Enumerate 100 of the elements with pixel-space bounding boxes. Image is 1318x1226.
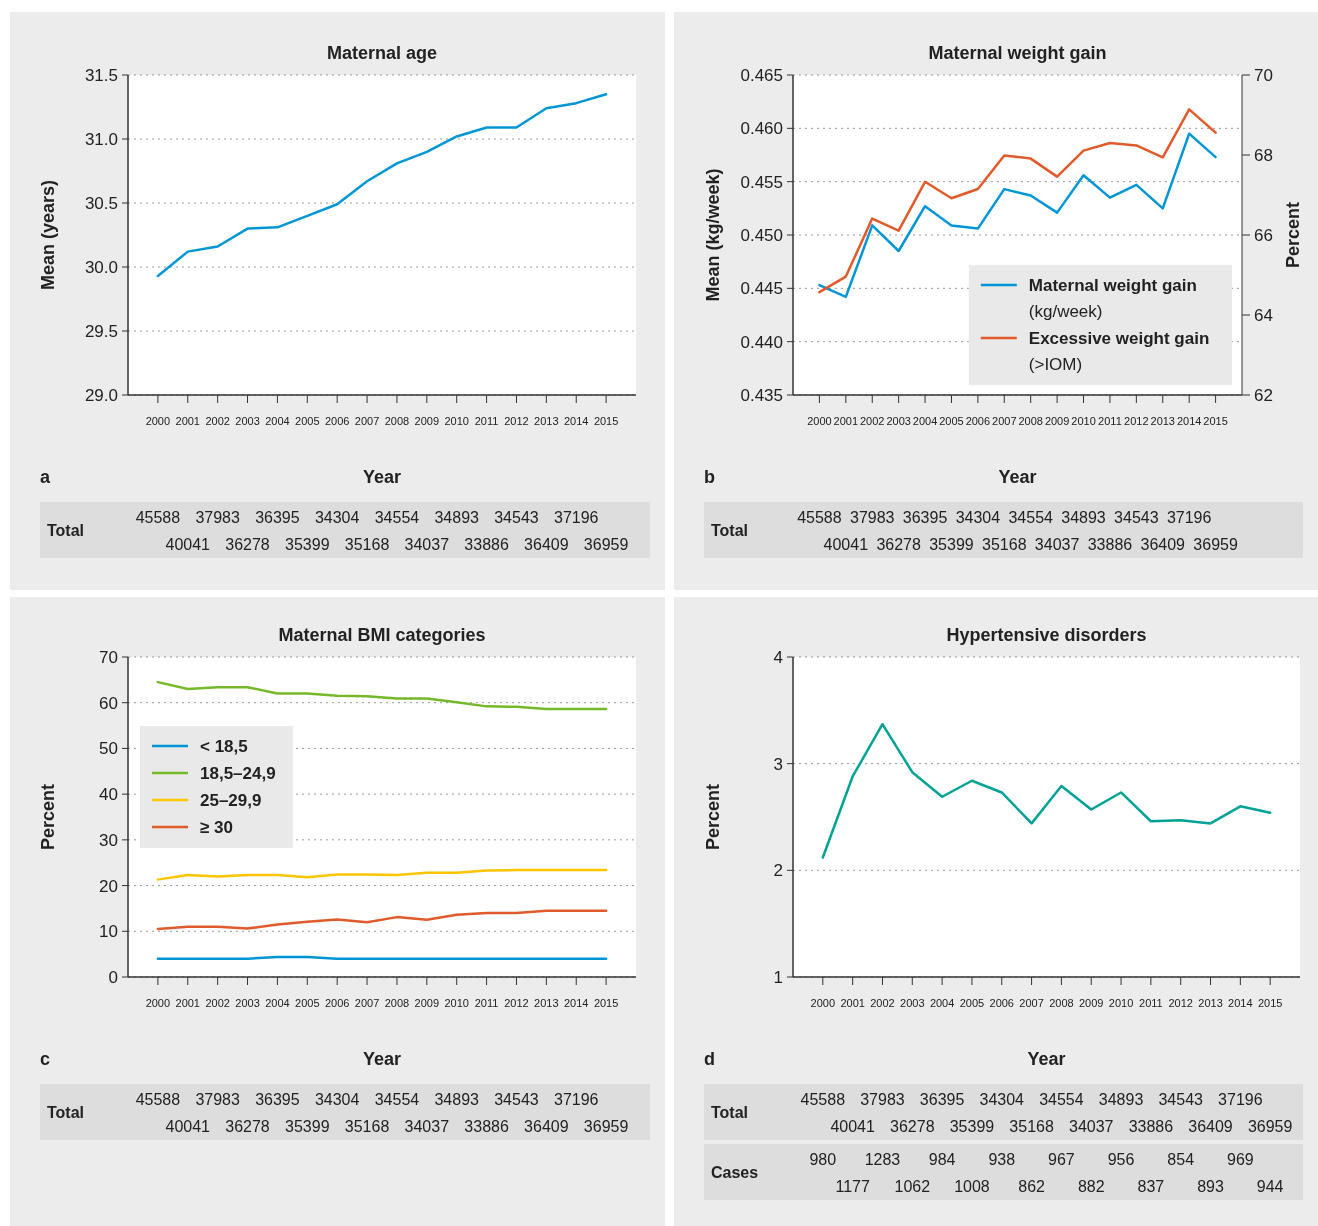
y-axis-title: Percent (703, 783, 723, 851)
x-tick-label: 2004 (265, 415, 290, 427)
chart-title: Hypertensive disorders (946, 625, 1147, 645)
y-tick-label: 3 (773, 754, 783, 774)
x-tick-label: 2000 (145, 415, 171, 427)
x-tick-label: 2006 (965, 415, 991, 427)
text: 34304 (955, 509, 1001, 526)
x-tick-label: 2013 (1150, 415, 1176, 427)
chart-title: Maternal BMI categories (278, 625, 486, 645)
text: 36278 (225, 1118, 270, 1135)
legend-label: Maternal weight gain (kg/week) (1028, 276, 1197, 321)
text: 967 (1048, 1151, 1075, 1168)
line-series (156, 909, 608, 931)
line-series (156, 92, 608, 278)
text: 854 (1167, 1151, 1195, 1168)
x-tick-label: 2012 (504, 997, 529, 1009)
text: 36395 (255, 509, 300, 526)
x-tick-label: 2002 (870, 997, 895, 1009)
y-tick-label: 20 (99, 876, 118, 896)
x-tick-label: 2006 (324, 997, 350, 1009)
y-tick-label: 70 (99, 648, 118, 667)
legend-label: Excessive weight gain (>IOM) (1028, 329, 1210, 374)
text: 34304 (979, 1091, 1025, 1108)
x-axis-title: Year (998, 467, 1037, 487)
y-axis-title: Percent (38, 783, 58, 851)
y-tick-label: 40 (99, 785, 118, 805)
x-tick-label: 2005 (939, 415, 964, 427)
text: 45588 (135, 1091, 181, 1108)
text: 40041 (830, 1118, 875, 1135)
x-tick-label: 2003 (886, 415, 911, 427)
x-tick-label: 2009 (414, 415, 440, 427)
x-tick-label: 2002 (859, 415, 885, 427)
text: 40041 (823, 536, 869, 553)
y-tick-label: 0.450 (740, 226, 783, 245)
line-series (821, 722, 1272, 859)
text: 34554 (1039, 1091, 1084, 1108)
text: Cases (711, 1164, 759, 1181)
x-tick-label: 2010 (444, 415, 469, 427)
y-tick-label: 31.5 (84, 66, 118, 85)
y-tick-label: 2 (773, 861, 783, 881)
text: 37983 (195, 509, 240, 526)
text: 34543 (494, 509, 539, 526)
text: Total (47, 522, 85, 539)
text: 45588 (800, 1091, 846, 1108)
text: 36409 (524, 536, 569, 553)
text: 33886 (464, 1118, 509, 1135)
y-tick-label: 10 (99, 922, 118, 942)
text: 35168 (1009, 1118, 1054, 1135)
x-tick-label: 2010 (1071, 415, 1096, 427)
x-tick-label: 2000 (810, 997, 836, 1009)
x-tick-label: 2001 (840, 997, 865, 1009)
line-series (156, 680, 608, 711)
text: 33886 (464, 536, 509, 553)
x-tick-label: 2014 (563, 415, 589, 427)
x-tick-label: 2000 (145, 997, 171, 1009)
y-tick-label: 1 (773, 968, 783, 987)
text: Total (47, 1104, 85, 1121)
text: 33886 (1128, 1118, 1174, 1135)
x-tick-label: 2008 (384, 997, 410, 1009)
y-tick-label: 0.445 (740, 279, 783, 299)
x-axis-title: Year (362, 1049, 402, 1069)
text: 36409 (1140, 536, 1186, 553)
text: 34037 (404, 536, 450, 553)
x-tick-label: 2004 (929, 997, 955, 1009)
x-tick-label: 2008 (384, 415, 410, 427)
x-tick-label: 2005 (295, 997, 320, 1009)
legend-label: 18,5–24,9 (200, 764, 276, 783)
x-tick-label: 2005 (295, 415, 320, 427)
text: 40041 (165, 536, 211, 553)
text: 862 (1018, 1178, 1046, 1195)
text: 37196 (553, 509, 599, 526)
y-tick-label: 30.5 (84, 194, 118, 213)
y2-tick-label: 62 (1254, 386, 1273, 405)
y2-tick-label: 64 (1254, 306, 1273, 325)
text: 34554 (374, 1091, 420, 1108)
x-tick-label: 2001 (175, 997, 201, 1009)
y-tick-label: 30.0 (84, 258, 118, 277)
text: Total (711, 1104, 749, 1121)
text: 35399 (949, 1118, 995, 1135)
x-tick-label: 2007 (1019, 997, 1044, 1009)
text: 34554 (374, 509, 420, 526)
text: 37196 (1218, 1091, 1263, 1108)
y-axis-title: Mean (kg/week) (703, 168, 723, 302)
x-tick-label: 2011 (474, 415, 499, 427)
text: 893 (1197, 1178, 1224, 1195)
x-tick-label: 2004 (912, 415, 938, 427)
x-axis-title: Year (1027, 1049, 1066, 1069)
x-tick-label: 2003 (235, 997, 260, 1009)
text: 882 (1077, 1178, 1105, 1195)
y2-axis-title: Percent (1283, 201, 1303, 269)
legend-label: 25–29,9 (200, 791, 262, 810)
text: 34304 (314, 509, 360, 526)
y-tick-label: 4 (773, 648, 783, 667)
text: 36959 (1247, 1118, 1293, 1135)
text: 36959 (1193, 536, 1238, 553)
text: 944 (1256, 1178, 1284, 1195)
text: 938 (988, 1151, 1016, 1168)
x-tick-label: 2009 (1078, 997, 1104, 1009)
x-tick-label: 2014 (1228, 997, 1253, 1009)
text: 36409 (1188, 1118, 1233, 1135)
